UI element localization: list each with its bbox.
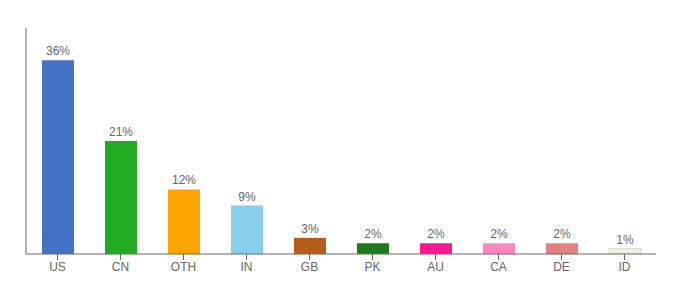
svg-text:1%: 1%	[616, 233, 634, 247]
svg-text:36%: 36%	[46, 44, 70, 58]
svg-text:US: US	[49, 260, 66, 274]
svg-text:AU: AU	[427, 260, 444, 274]
svg-text:OTH: OTH	[171, 260, 196, 274]
svg-text:GB: GB	[301, 260, 318, 274]
svg-text:21%: 21%	[109, 125, 133, 139]
svg-text:CA: CA	[490, 260, 507, 274]
svg-text:ID: ID	[619, 260, 631, 274]
svg-text:2%: 2%	[427, 227, 445, 241]
svg-text:2%: 2%	[364, 227, 382, 241]
svg-text:IN: IN	[241, 260, 253, 274]
svg-text:9%: 9%	[238, 190, 256, 204]
svg-text:DE: DE	[553, 260, 570, 274]
svg-text:2%: 2%	[490, 227, 508, 241]
svg-text:3%: 3%	[301, 222, 319, 236]
svg-text:CN: CN	[112, 260, 129, 274]
svg-text:12%: 12%	[172, 173, 196, 187]
svg-text:2%: 2%	[553, 227, 571, 241]
svg-text:PK: PK	[364, 260, 380, 274]
